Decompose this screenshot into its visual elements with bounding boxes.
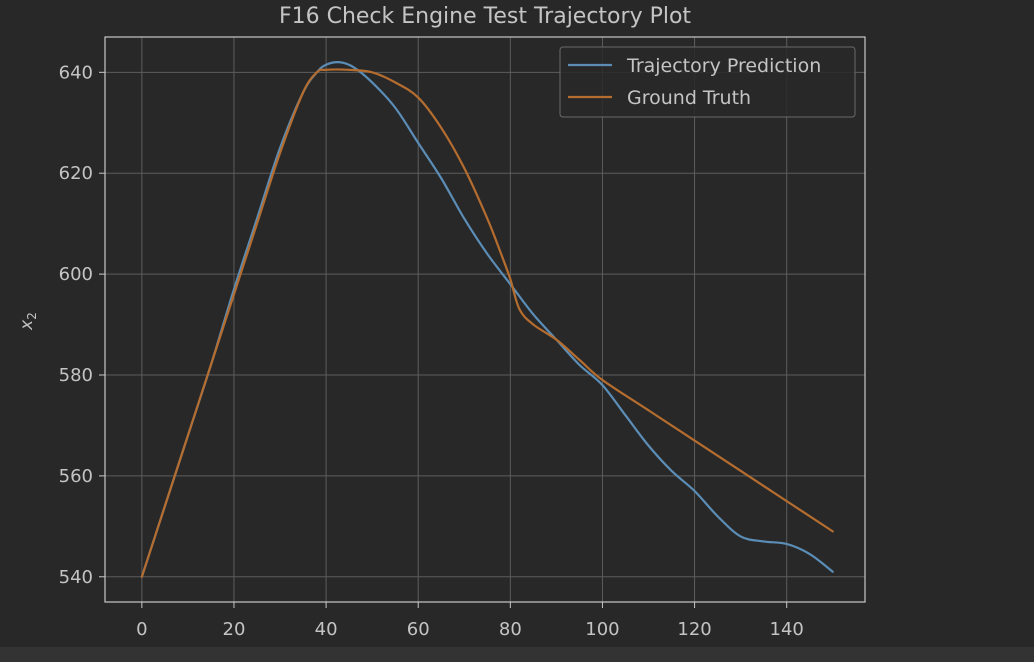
legend-label: Ground Truth [627,87,751,109]
chart-title: F16 Check Engine Test Trajectory Plot [279,4,691,29]
axis-ticks: 0 20 40 60 80 100 120 140 540 560 580 600 620 640 [59,62,804,640]
y-tick-label: 560 [59,466,93,487]
line-chart: 0 20 40 60 80 100 120 140 540 560 580 600 620 640 F16… [0,0,1034,647]
series-lines [140,61,834,578]
y-tick-label: 640 [59,62,93,83]
legend-box [559,46,856,118]
y-tick-label: 580 [59,365,93,386]
x-tick-label: 60 [407,619,430,640]
x-tick-label: 0 [136,619,147,640]
bottom-scroll-strip [0,647,1034,662]
x-tick-label: 20 [223,619,246,640]
axes-frame [104,36,866,603]
series-line-trajectory-prediction [140,61,834,578]
series-line-ground-truth [140,68,834,578]
legend-label: Trajectory Prediction [626,55,821,77]
y-tick-label: 620 [59,163,93,184]
x-tick-label: 80 [499,619,522,640]
x-tick-label: 120 [677,619,711,640]
y-tick-label: 600 [59,264,93,285]
figure-background [0,0,1034,647]
figure-canvas: 0 20 40 60 80 100 120 140 540 560 580 600 620 640 F16… [0,0,1034,647]
y-axis-label: x2 [17,312,39,331]
x-tick-label: 40 [315,619,338,640]
x-tick-label: 100 [585,619,619,640]
legend: Trajectory Prediction Ground Truth [559,46,856,118]
y-tick-label: 540 [59,567,93,588]
x-tick-label: 140 [770,619,804,640]
